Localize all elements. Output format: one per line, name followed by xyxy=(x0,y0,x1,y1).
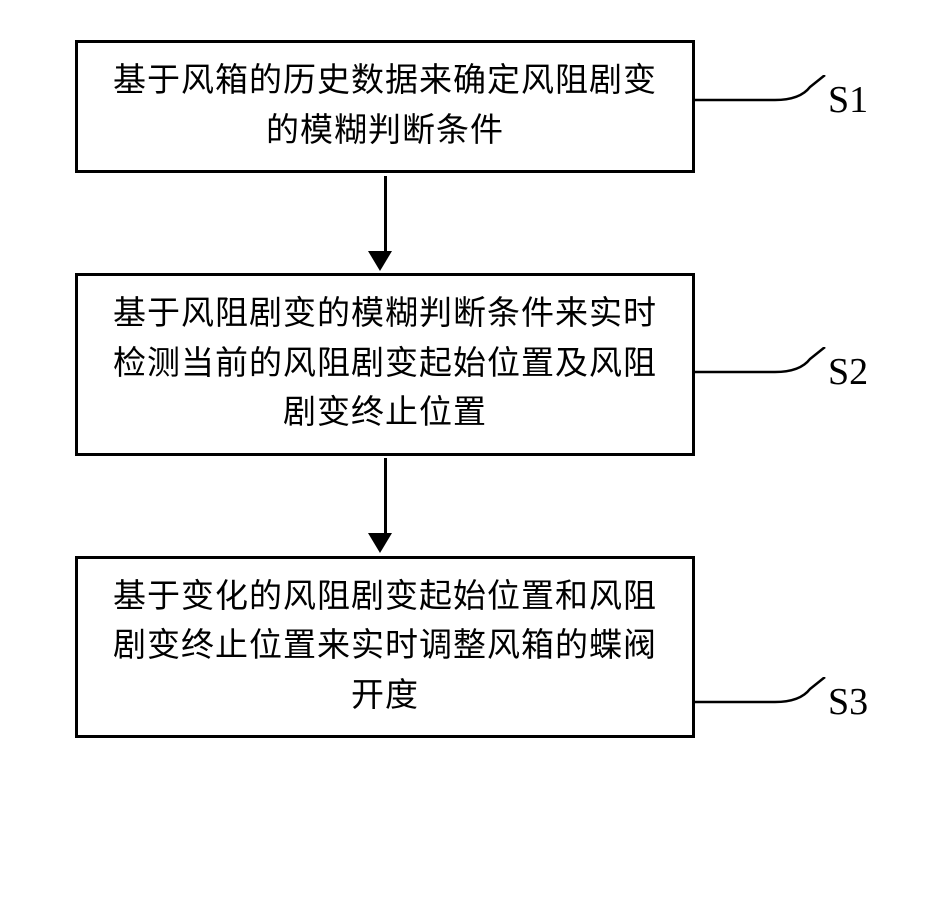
step-box-s3: 基于变化的风阻剧变起始位置和风阻剧变终止位置来实时调整风箱的蝶阀开度 xyxy=(75,556,695,739)
step-label-s1: S1 xyxy=(828,78,868,122)
step-box-s1: 基于风箱的历史数据来确定风阻剧变的模糊判断条件 xyxy=(75,40,695,173)
flowchart-container: 基于风箱的历史数据来确定风阻剧变的模糊判断条件 基于风阻剧变的模糊判断条件来实时… xyxy=(75,40,775,738)
step-label-s2: S2 xyxy=(828,350,868,394)
arrow-icon xyxy=(378,458,392,553)
connector-s1 xyxy=(695,75,830,130)
arrow-s2-s3 xyxy=(75,456,695,556)
connector-s2 xyxy=(695,347,830,402)
step-text-s2: 基于风阻剧变的模糊判断条件来实时检测当前的风阻剧变起始位置及风阻剧变终止位置 xyxy=(102,290,668,439)
arrow-s1-s2 xyxy=(75,173,695,273)
arrow-icon xyxy=(378,176,392,271)
step-text-s3: 基于变化的风阻剧变起始位置和风阻剧变终止位置来实时调整风箱的蝶阀开度 xyxy=(102,573,668,722)
step-text-s1: 基于风箱的历史数据来确定风阻剧变的模糊判断条件 xyxy=(102,57,668,156)
connector-s3 xyxy=(695,677,830,732)
step-label-s3: S3 xyxy=(828,680,868,724)
step-box-s2: 基于风阻剧变的模糊判断条件来实时检测当前的风阻剧变起始位置及风阻剧变终止位置 xyxy=(75,273,695,456)
